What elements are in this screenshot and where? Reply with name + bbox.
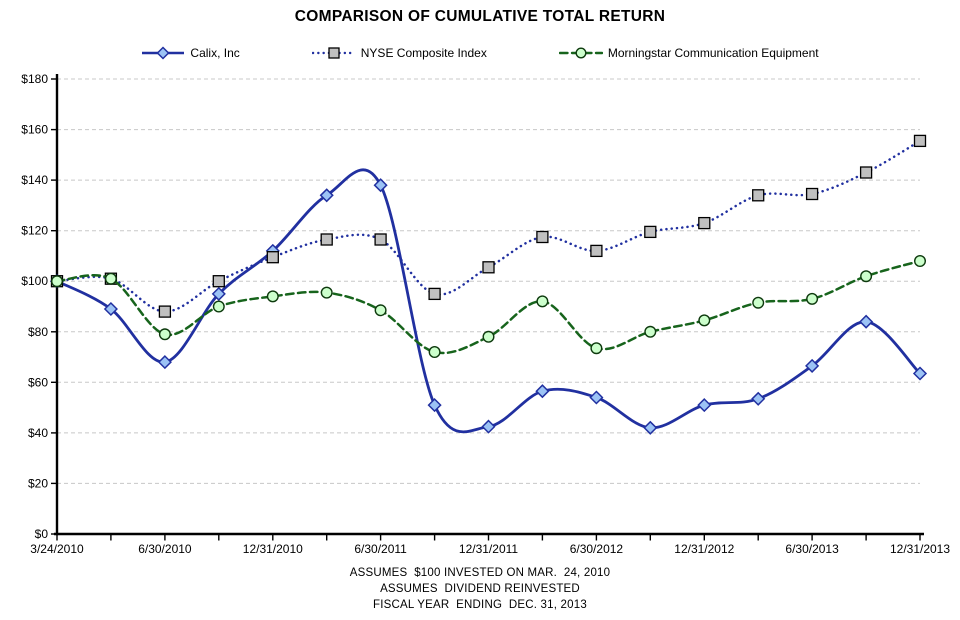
data-point-circle <box>575 47 587 59</box>
data-point-square <box>644 225 657 239</box>
legend-circle-icon <box>558 47 603 59</box>
data-point-square <box>805 187 819 201</box>
data-point-circle <box>914 254 927 267</box>
legend-label: Morningstar Communication Equipment <box>607 46 819 60</box>
data-point-diamond <box>535 384 550 399</box>
data-point-diamond <box>589 390 604 405</box>
data-point-diamond <box>103 301 118 317</box>
data-point-square <box>752 189 765 202</box>
data-point-diamond <box>912 366 928 381</box>
data-point-circle <box>536 295 549 308</box>
data-point-square <box>482 261 495 274</box>
data-point-circle <box>482 330 495 343</box>
data-point-diamond <box>481 419 496 434</box>
data-point-diamond <box>643 420 658 435</box>
data-point-square <box>698 216 711 230</box>
data-point-circle <box>158 328 171 341</box>
data-point-square <box>212 275 225 288</box>
legend-diamond-icon <box>142 46 185 60</box>
data-point-diamond <box>156 46 170 60</box>
data-point-diamond <box>751 391 766 406</box>
data-point-diamond <box>697 398 712 413</box>
x-axis-label: 6/30/2012 <box>570 542 624 556</box>
y-axis-label: $140 <box>21 173 48 187</box>
chart-legend: Calix, Inc NYSE Composite Index Morningsta… <box>0 46 960 60</box>
data-point-diamond <box>373 178 388 193</box>
data-point-circle <box>266 290 279 303</box>
legend-label: NYSE Composite Index <box>360 46 487 60</box>
data-point-circle <box>320 286 333 299</box>
data-point-circle <box>51 275 64 288</box>
x-axis-label: 12/31/2013 <box>890 542 950 556</box>
legend-item: Calix, Inc <box>141 46 240 60</box>
x-axis-label: 12/31/2012 <box>674 542 734 556</box>
data-point-square <box>859 166 873 179</box>
data-point-circle <box>428 346 441 359</box>
legend-item: Morningstar Communication Equipment <box>558 46 819 60</box>
legend-square-icon <box>311 47 356 59</box>
y-axis-label: $0 <box>35 527 49 541</box>
footnote-line: FISCAL YEAR ENDING DEC. 31, 2013 <box>373 599 587 611</box>
y-axis-label: $120 <box>21 224 48 238</box>
series-line <box>55 139 922 313</box>
x-axis-label: 6/30/2011 <box>354 542 407 556</box>
data-point-square <box>328 47 340 59</box>
footnote-line: ASSUMES DIVIDEND REINVESTED <box>380 583 580 595</box>
x-axis-label: 12/31/2010 <box>243 542 303 556</box>
data-point-square <box>374 233 387 246</box>
y-axis-label: $20 <box>28 476 48 490</box>
data-point-circle <box>752 296 765 309</box>
data-point-circle <box>806 292 819 305</box>
x-axis-label: 6/30/2010 <box>138 542 192 556</box>
x-axis-label: 3/24/2010 <box>30 542 84 556</box>
data-point-square <box>590 244 603 258</box>
y-axis-label: $80 <box>28 325 48 339</box>
x-axis-label: 12/31/2011 <box>459 542 518 556</box>
data-point-circle <box>698 314 711 327</box>
data-point-diamond <box>319 188 334 203</box>
legend-item: NYSE Composite Index <box>311 46 487 60</box>
data-point-square <box>158 305 172 318</box>
x-axis-label: 6/30/2013 <box>785 542 839 556</box>
legend-label: Calix, Inc <box>190 46 240 60</box>
data-point-diamond <box>805 358 820 373</box>
data-point-circle <box>590 342 603 355</box>
data-point-diamond <box>859 314 874 329</box>
data-point-diamond <box>157 355 172 370</box>
data-point-square <box>536 230 549 244</box>
y-axis-label: $100 <box>21 274 48 288</box>
y-axis-label: $40 <box>28 426 48 440</box>
y-axis-label: $180 <box>21 72 48 86</box>
data-point-diamond <box>211 286 226 301</box>
y-axis-label: $160 <box>21 123 48 137</box>
chart-title: COMPARISON OF CUMULATIVE TOTAL RETURN <box>294 8 666 25</box>
chart-footnotes: ASSUMES $100 INVESTED ON MAR. 24, 2010 A… <box>0 565 960 613</box>
data-point-square <box>266 251 279 264</box>
data-point-circle <box>374 304 387 317</box>
y-axis-label: $60 <box>28 375 48 389</box>
data-point-circle <box>644 325 657 338</box>
data-point-square <box>320 233 333 246</box>
data-point-circle <box>212 300 225 313</box>
data-point-circle <box>860 270 873 283</box>
data-point-diamond <box>427 398 442 413</box>
data-point-square <box>913 134 927 148</box>
data-point-square <box>428 287 441 301</box>
data-point-circle <box>104 272 117 285</box>
footnote-line: ASSUMES $100 INVESTED ON MAR. 24, 2010 <box>349 567 611 579</box>
